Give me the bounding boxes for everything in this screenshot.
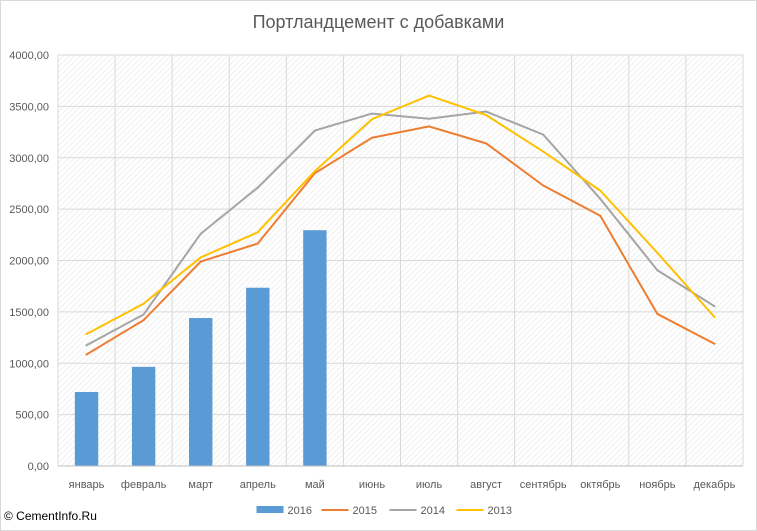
x-tick-label: январь xyxy=(69,479,105,491)
line-2013 xyxy=(85,94,716,335)
point-2015 xyxy=(370,136,373,139)
line-2014 xyxy=(85,110,716,347)
legend-swatch-2016 xyxy=(256,506,284,513)
line-2015 xyxy=(85,125,716,356)
x-tick-label: декабрь xyxy=(694,479,736,491)
point-2013 xyxy=(142,302,145,305)
bar-2016 xyxy=(246,287,270,466)
y-tick-label: 3000,00 xyxy=(9,153,49,165)
legend-label-2014: 2014 xyxy=(421,505,445,517)
legend-label-2013: 2013 xyxy=(488,505,512,517)
x-tick-label: май xyxy=(305,479,325,491)
point-2015 xyxy=(428,125,431,128)
y-tick-label: 3500,00 xyxy=(9,101,49,113)
x-tick-label: сентябрь xyxy=(520,479,567,491)
point-2013 xyxy=(428,94,431,97)
bar-2016 xyxy=(189,318,213,466)
x-tick-label: август xyxy=(470,479,502,491)
point-2014 xyxy=(256,186,259,189)
point-2014 xyxy=(142,313,145,316)
point-2013 xyxy=(370,118,373,121)
point-2013 xyxy=(599,189,602,192)
point-2013 xyxy=(199,256,202,259)
x-tick-label: ноябрь xyxy=(639,479,676,491)
point-2013 xyxy=(256,231,259,234)
y-tick-label: 1000,00 xyxy=(9,358,49,370)
point-2014 xyxy=(313,129,316,132)
point-2014 xyxy=(85,344,88,347)
point-2014 xyxy=(199,232,202,235)
y-tick-label: 2000,00 xyxy=(9,256,49,268)
legend-label-2015: 2015 xyxy=(353,505,377,517)
point-2013 xyxy=(85,332,88,335)
point-2013 xyxy=(713,316,716,319)
point-2014 xyxy=(485,110,488,113)
point-2013 xyxy=(656,251,659,254)
point-2014 xyxy=(428,117,431,120)
y-tick-label: 0,00 xyxy=(28,461,49,473)
point-2013 xyxy=(313,170,316,173)
x-tick-label: июнь xyxy=(359,479,385,491)
point-2014 xyxy=(656,269,659,272)
watermark: © CementInfo.Ru xyxy=(4,509,97,523)
y-tick-label: 4000,00 xyxy=(9,50,49,62)
bar-2016 xyxy=(303,230,327,466)
point-2015 xyxy=(656,312,659,315)
legend-label-2016: 2016 xyxy=(288,505,312,517)
y-tick-label: 1500,00 xyxy=(9,307,49,319)
bar-2016 xyxy=(131,366,156,466)
y-tick-label: 500,00 xyxy=(15,410,49,422)
x-tick-label: октябрь xyxy=(580,479,620,491)
point-2015 xyxy=(713,342,716,345)
x-tick-label: апрель xyxy=(240,479,276,491)
point-2013 xyxy=(485,114,488,117)
bar-2016 xyxy=(74,392,99,466)
point-2015 xyxy=(256,242,259,245)
y-tick-label: 2500,00 xyxy=(9,204,49,216)
point-2015 xyxy=(142,319,145,322)
x-tick-label: февраль xyxy=(121,479,167,491)
point-2015 xyxy=(199,260,202,263)
point-2015 xyxy=(85,353,88,356)
point-2015 xyxy=(542,184,545,187)
point-2015 xyxy=(485,142,488,145)
point-2015 xyxy=(599,214,602,217)
point-2014 xyxy=(713,305,716,308)
point-2014 xyxy=(542,133,545,136)
chart-title: Портландцемент с добавками xyxy=(252,12,505,32)
x-tick-label: июль xyxy=(416,479,443,491)
point-2014 xyxy=(599,197,602,200)
point-2014 xyxy=(370,112,373,115)
x-tick-label: март xyxy=(188,479,213,491)
point-2013 xyxy=(542,150,545,153)
